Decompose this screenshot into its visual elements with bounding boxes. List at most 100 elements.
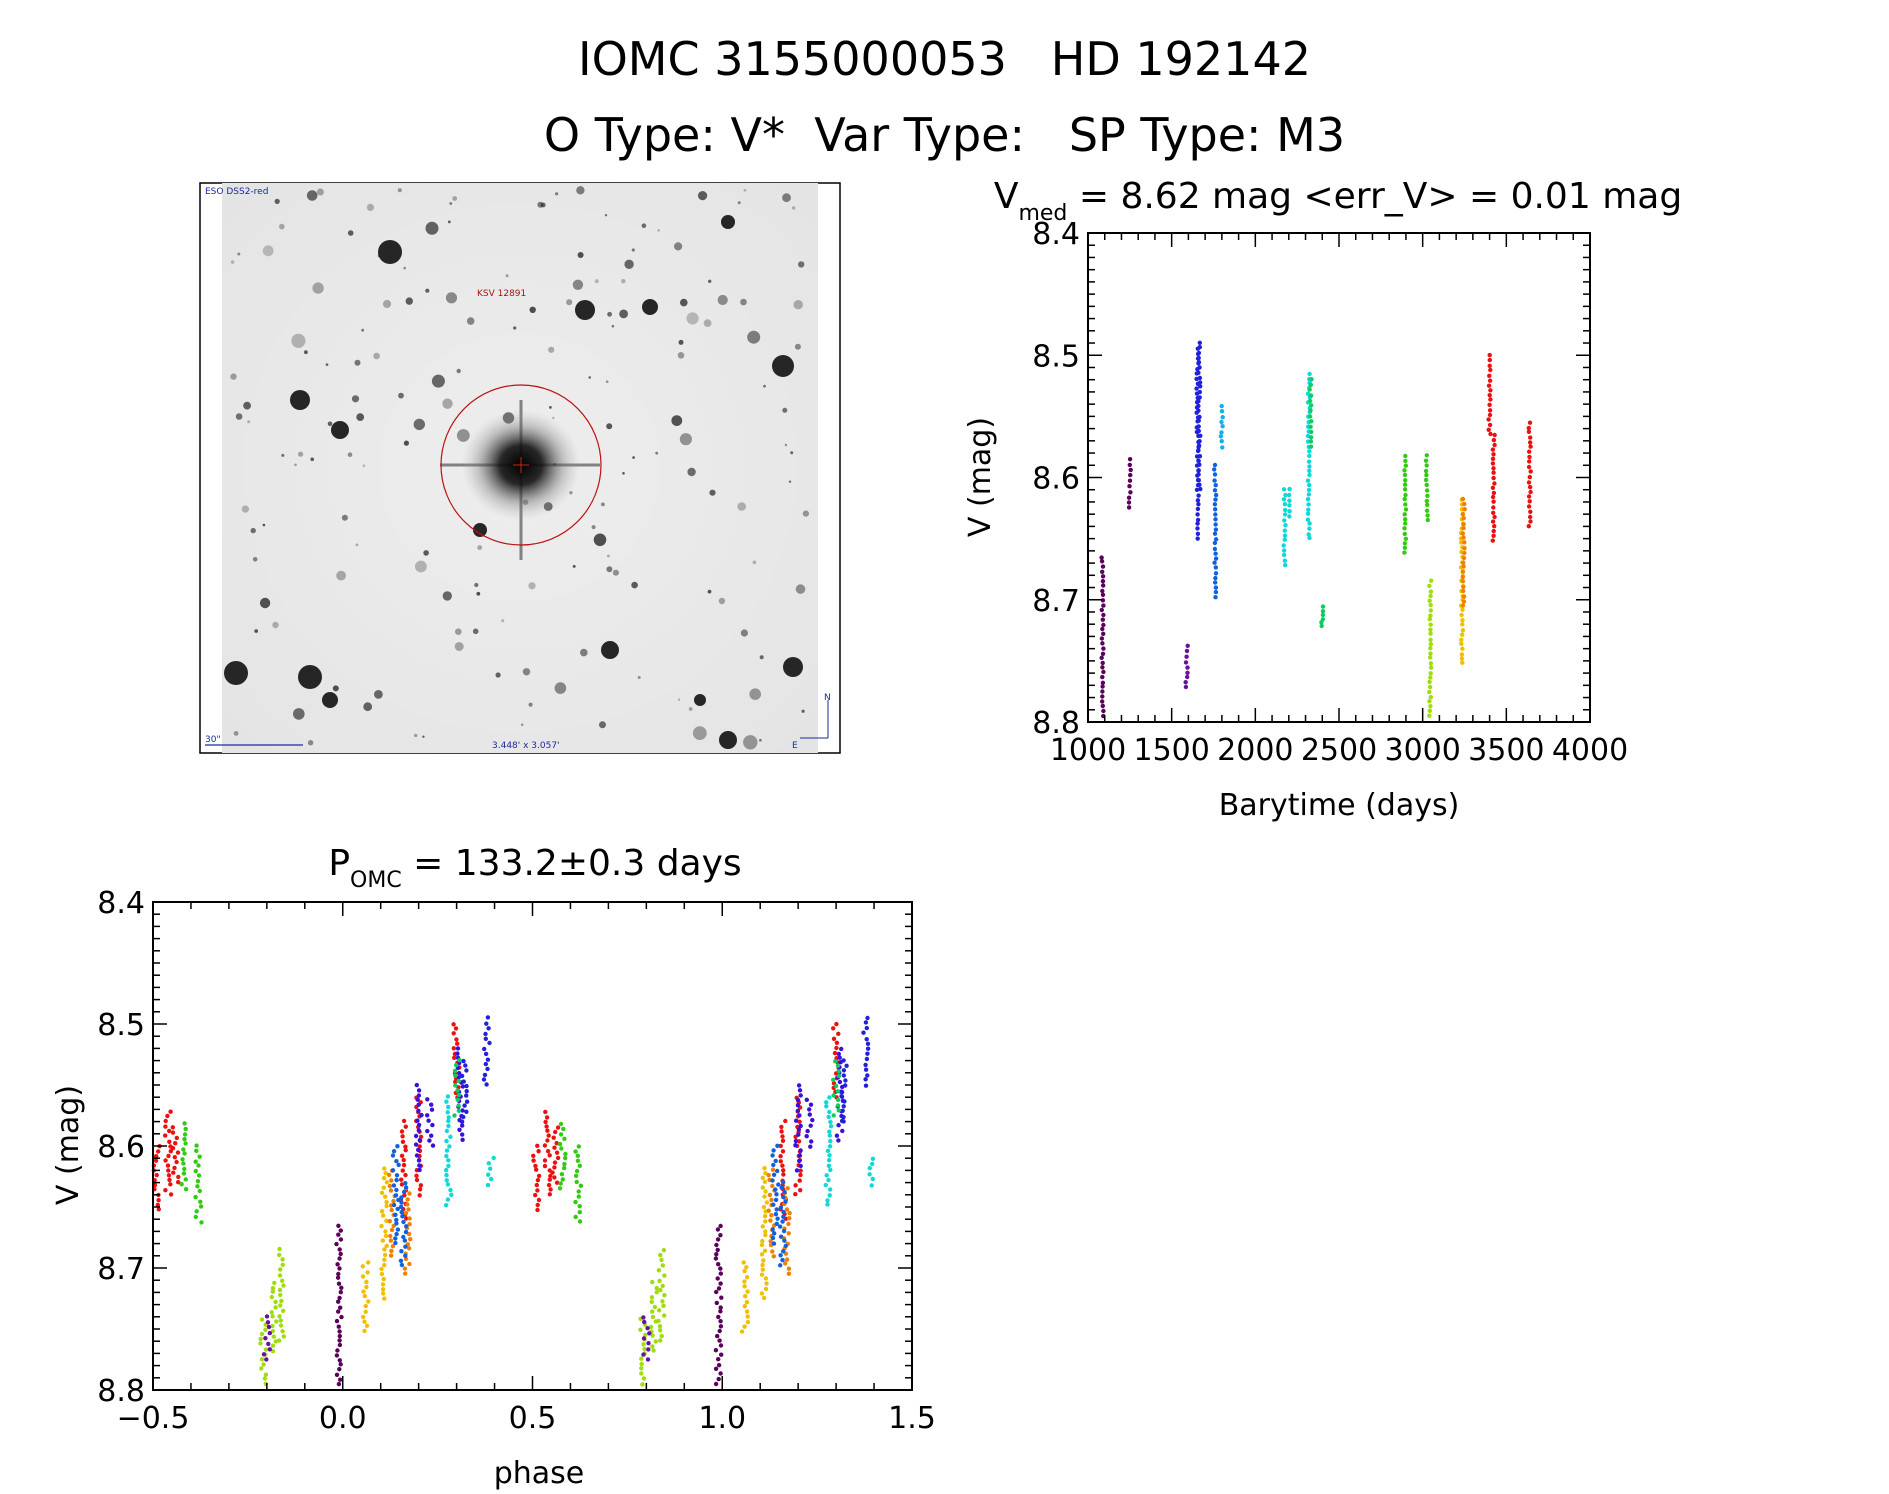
lightcurve-point-0-0-17 [1099, 636, 1105, 641]
faint-star-44 [708, 279, 712, 283]
phase-point-8-0-17 [417, 1167, 422, 1173]
phase-point-7-2-13 [774, 1207, 779, 1212]
phase-point-0-7-5 [546, 1133, 551, 1138]
lightcurve-point-3-0-24 [1213, 580, 1218, 585]
faint-star-127 [612, 569, 620, 576]
phase-xtick-label-4: 1.5 [888, 1401, 936, 1436]
faint-star-10 [657, 229, 660, 232]
phase-point-3-0-14 [338, 1290, 343, 1295]
lightcurve-point-2-1-17 [1196, 424, 1201, 429]
phase-point-7-3-17 [778, 1263, 783, 1268]
phase-point-10-0-4 [446, 1115, 451, 1120]
faint-star-124 [747, 330, 761, 344]
phase-point-8-4-6 [805, 1128, 810, 1134]
lightcurve-point-5-0-4 [1283, 507, 1288, 513]
phase-point-2-4-5 [652, 1304, 658, 1310]
phase-point-2-1-13 [270, 1343, 276, 1348]
phase-point-8-2-0 [455, 1046, 461, 1051]
lightcurve-point-6-1-0 [1320, 604, 1326, 609]
lightcurve-point-11-0-7 [1488, 388, 1493, 393]
phase-point-0-7-14 [547, 1177, 552, 1182]
faint-star-75 [310, 457, 315, 462]
phase-point-2-5-3 [660, 1263, 665, 1268]
lightcurve-point-11-2-2 [1526, 429, 1532, 434]
phase-point-0-2-1 [170, 1130, 176, 1135]
phase-point-3-1-7 [713, 1256, 719, 1261]
phase-point-10-1-5 [485, 1182, 491, 1188]
phase-point-6-0-13 [388, 1233, 393, 1239]
phase-point-2-0-6 [263, 1347, 269, 1352]
phase-point-1-3-7 [574, 1179, 579, 1185]
phase-point-5-3-22 [759, 1272, 765, 1277]
phase-point-10-3-3 [867, 1172, 872, 1177]
phase-point-1-1-4 [196, 1163, 201, 1168]
lightcurve-point-2-1-10 [1197, 389, 1203, 395]
phase-point-3-0-17 [338, 1305, 343, 1310]
lightcurve-point-8-0-23 [1427, 689, 1432, 695]
phase-point-9-1-9 [483, 1061, 488, 1067]
phase-point-1-1-12 [198, 1204, 204, 1209]
lightcurve-point-3-0-23 [1213, 575, 1218, 581]
phase-point-2-5-15 [657, 1324, 663, 1329]
lightcurve-point-11-2-11 [1527, 474, 1533, 480]
lightcurve-point-7-1-12 [1425, 513, 1430, 518]
phase-point-8-5-17 [840, 1128, 845, 1134]
phase-point-7-1-12 [402, 1238, 408, 1243]
phase-point-11-0-2 [452, 1068, 458, 1074]
phase-point-7-2-18 [772, 1231, 777, 1236]
phase-point-0-0-3 [153, 1158, 159, 1163]
lightcurve-point-7-0-13 [1403, 517, 1408, 522]
phase-point-4-0-0 [264, 1314, 270, 1319]
lightcurve-ylabel: V (mag) [963, 417, 998, 537]
lightcurve-point-3-0-22 [1213, 571, 1219, 576]
faint-star-91 [252, 557, 258, 562]
phase-point-10-2-14 [826, 1163, 832, 1169]
phase-point-3-1-33 [713, 1381, 719, 1387]
phase-point-1-1-6 [196, 1173, 202, 1178]
phase-point-10-2-15 [828, 1167, 833, 1173]
phase-point-0-3-9 [401, 1162, 407, 1168]
phase-point-9-0-2 [464, 1068, 469, 1073]
phase-point-1-3-1 [573, 1149, 578, 1154]
phase-point-0-9-8 [778, 1159, 783, 1164]
phase-point-6-2-0 [770, 1167, 776, 1172]
phase-point-0-1-6 [167, 1139, 172, 1145]
phase-point-0-5-4 [455, 1041, 460, 1046]
lightcurve-point-8-0-4 [1427, 598, 1432, 603]
phase-point-1-1-8 [195, 1184, 200, 1189]
lightcurve-point-10-0-5 [1461, 522, 1466, 527]
lightcurve-point-2-0-32 [1196, 502, 1201, 507]
phase-point-9-3-8 [864, 1056, 870, 1062]
lightcurve-point-5-2-30 [1305, 517, 1311, 522]
phase-point-0-3-10 [400, 1168, 405, 1173]
lightcurve-point-11-2-13 [1527, 484, 1533, 490]
phase-point-8-1-4 [426, 1118, 431, 1123]
phase-point-7-2-2 [770, 1153, 775, 1158]
phase-point-0-7-9 [547, 1153, 552, 1158]
lightcurve-point-4-0-1 [1219, 409, 1225, 414]
phase-point-2-1-4 [273, 1299, 278, 1305]
lightcurve-point-3-0-18 [1213, 551, 1218, 556]
lightcurve-point-2-0-6 [1194, 376, 1199, 382]
phase-point-7-2-9 [773, 1187, 778, 1192]
phase-point-3-0-25 [337, 1342, 343, 1348]
phase-point-2-0-4 [258, 1336, 263, 1342]
phase-point-10-0-21 [445, 1197, 451, 1202]
phase-point-1-3-4 [577, 1163, 582, 1169]
lightcurve-point-11-1-0 [1492, 432, 1497, 438]
phase-point-2-5-4 [656, 1268, 662, 1273]
phase-point-2-0-12 [262, 1376, 268, 1381]
lightcurve-point-7-0-8 [1403, 492, 1408, 498]
lightcurve-point-2-1-1 [1197, 345, 1203, 350]
phase-point-8-5-2 [837, 1055, 842, 1060]
phase-point-0-5-2 [451, 1031, 456, 1036]
lightcurve-point-11-2-8 [1527, 459, 1532, 464]
phase-point-7-0-3 [394, 1159, 399, 1164]
phase-point-6-1-7 [407, 1222, 412, 1227]
lightcurve-point-0-0-26 [1100, 680, 1106, 685]
phase-point-3-0-26 [335, 1348, 340, 1353]
lightcurve-point-11-1-17 [1492, 514, 1497, 520]
lightcurve-point-7-1-6 [1424, 482, 1429, 488]
phase-point-10-2-1 [824, 1100, 829, 1105]
phase-point-6-2-10 [768, 1218, 773, 1223]
